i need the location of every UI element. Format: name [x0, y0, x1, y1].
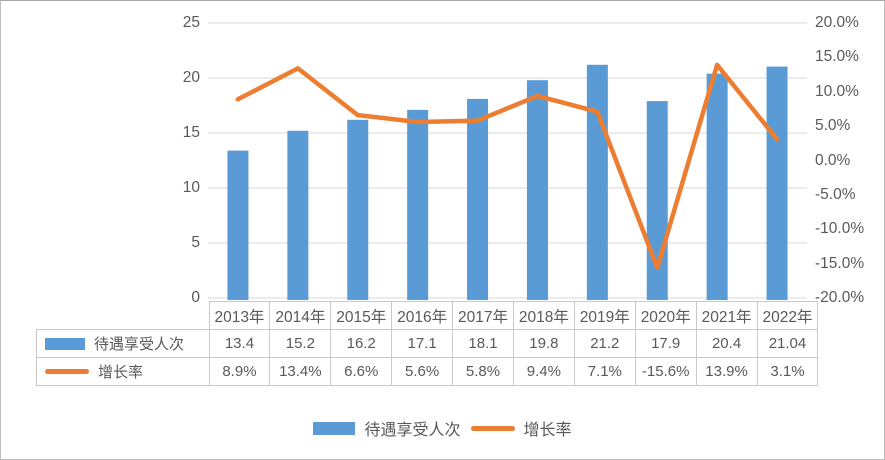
table-value-cell: 3.1%: [756, 357, 819, 386]
right-axis-tick: 15.0%: [815, 48, 859, 66]
category-header-2016年: 2016年: [391, 301, 454, 330]
legend-label: 待遇享受人次: [364, 422, 461, 439]
series-label-cell: 待遇享受人次: [36, 329, 210, 358]
category-header-2018年: 2018年: [512, 301, 575, 330]
table-value-cell: 13.4: [208, 329, 271, 358]
series-label: 待遇享受人次: [94, 336, 185, 353]
table-value-cell: 21.04: [756, 329, 819, 358]
left-axis-tick: 20: [182, 69, 200, 86]
table-value-cell: 17.1: [391, 329, 454, 358]
table-value-cell: 13.9%: [695, 357, 758, 386]
table-value-cell: 19.8: [512, 329, 575, 358]
series-label-cell: 增长率: [36, 357, 210, 386]
table-value-cell: -15.6%: [634, 357, 697, 386]
line-series-key-icon: [45, 369, 89, 374]
bar-2020年: [646, 101, 668, 300]
right-axis-tick: -15.0%: [815, 254, 865, 272]
table-value-cell: 18.1: [452, 329, 514, 358]
bar-legend-key-icon: [313, 421, 356, 435]
table-corner-cell: [37, 302, 210, 330]
bar-2022年: [766, 66, 788, 300]
right-axis-tick: 0.0%: [815, 151, 851, 169]
bar-2013年: [227, 150, 249, 300]
left-axis-tick: 10: [182, 179, 200, 196]
table-value-cell: 15.2: [269, 329, 332, 358]
right-axis-tick: 10.0%: [815, 82, 859, 100]
right-axis-tick: 20.0%: [815, 14, 859, 31]
legend-label: 增长率: [523, 422, 572, 439]
right-axis-tick: -10.0%: [815, 220, 865, 238]
series-label: 增长率: [98, 364, 144, 381]
legend-item-bars: 待遇享受人次: [313, 416, 461, 440]
table-value-cell: 6.6%: [330, 357, 393, 386]
bar-2016年: [407, 109, 429, 301]
category-header-2022年: 2022年: [756, 301, 819, 330]
category-header-2017年: 2017年: [452, 301, 514, 330]
table-value-cell: 9.4%: [512, 357, 575, 386]
category-header-2021年: 2021年: [695, 301, 758, 330]
bar-2019年: [586, 64, 608, 300]
table-value-cell: 21.2: [573, 329, 636, 358]
table-value-cell: 17.9: [634, 329, 697, 358]
table-value-cell: 8.9%: [208, 357, 271, 386]
bar-2015年: [347, 119, 369, 300]
table-value-cell: 5.8%: [452, 357, 514, 386]
category-header-2013年: 2013年: [208, 301, 271, 330]
table-value-cell: 5.6%: [391, 357, 454, 386]
right-axis-tick: -20.0%: [815, 289, 865, 306]
data-table: 2013年 2014年 2015年 2016年 2017年 2018年 2019年 2020年…: [36, 301, 819, 386]
table-value-cell: 7.1%: [573, 357, 636, 386]
bar-2021年: [706, 73, 728, 300]
category-header-2019年: 2019年: [573, 301, 636, 330]
chart-legend: 待遇享受人次 增长率: [1, 413, 884, 443]
right-axis-tick: 5.0%: [815, 117, 851, 135]
table-value-cell: 13.4%: [269, 357, 332, 386]
bar-2017年: [467, 98, 489, 301]
left-axis-tick: 5: [191, 234, 200, 251]
bar-2018年: [526, 80, 548, 300]
left-axis-tick: 25: [182, 14, 200, 31]
growth-rate-line: [235, 62, 780, 271]
left-axis-tick: 0: [191, 289, 200, 306]
table-value-cell: 16.2: [330, 329, 393, 358]
legend-item-line: 增长率: [470, 416, 572, 440]
category-header-2015年: 2015年: [330, 301, 393, 330]
line-legend-key-icon: [470, 425, 515, 431]
right-axis-tick: -5.0%: [815, 185, 856, 203]
left-axis-tick: 15: [182, 124, 200, 141]
bar-2014年: [287, 130, 309, 300]
table-value-cell: 20.4: [695, 329, 758, 358]
bar-series-key-icon: [45, 337, 85, 350]
category-header-2014年: 2014年: [269, 301, 332, 330]
category-header-2020年: 2020年: [634, 301, 697, 330]
